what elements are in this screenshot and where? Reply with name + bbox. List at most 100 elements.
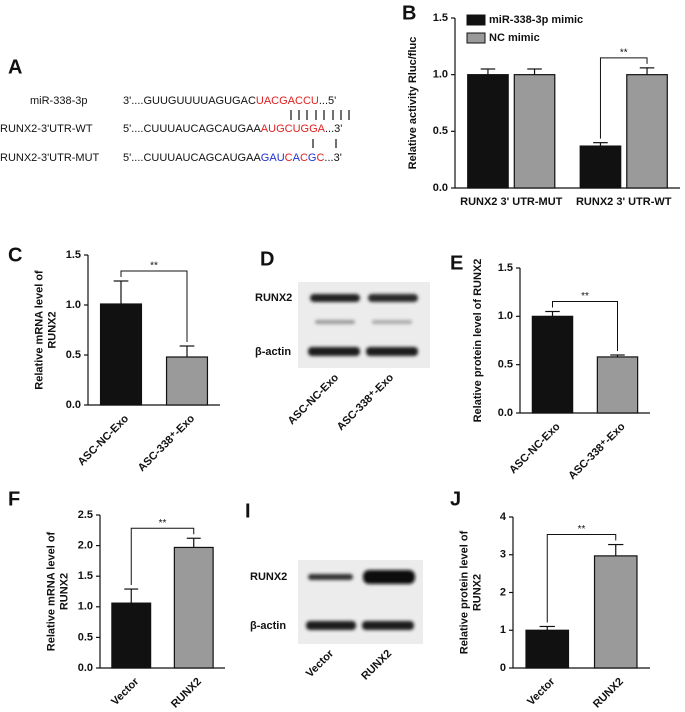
bar bbox=[593, 555, 638, 669]
x-tick-label: Vector bbox=[525, 675, 558, 708]
bar bbox=[99, 303, 143, 406]
blot-row-label: RUNX2 bbox=[255, 292, 292, 304]
blot-row-label: β-actin bbox=[250, 620, 286, 632]
y-axis-label: RUNX2 bbox=[58, 573, 70, 610]
sequence-segment: G bbox=[308, 152, 317, 164]
significance-bracket bbox=[546, 534, 617, 623]
y-axis-label: RUNX2 bbox=[46, 311, 58, 348]
x-tick-label: RUNX2 3' UTR-MUT bbox=[460, 196, 563, 208]
y-tick-label: 1.0 bbox=[433, 69, 448, 81]
blot-row-label: β-actin bbox=[255, 346, 291, 358]
x-tick-label: ASC-NC-Exo bbox=[507, 421, 563, 477]
sequence-segment: 5'....CUUUAUCAGCAUGAA bbox=[123, 123, 261, 135]
sequence-segment: UACGACCU bbox=[256, 95, 319, 107]
legend-swatch bbox=[466, 14, 486, 26]
bar bbox=[531, 315, 574, 414]
sequence-name: miR-338-3p bbox=[30, 95, 87, 107]
legend-label: NC mimic bbox=[489, 32, 540, 44]
blot-bands bbox=[306, 294, 418, 630]
panel-letter: D bbox=[260, 248, 274, 270]
y-tick-label: 1.0 bbox=[498, 310, 513, 322]
bar bbox=[111, 602, 152, 669]
y-tick-label: 1.5 bbox=[66, 249, 81, 261]
bar bbox=[525, 629, 570, 669]
bar bbox=[596, 356, 639, 414]
blot-lane-label: Vector bbox=[304, 647, 337, 680]
y-tick-label: 1.0 bbox=[66, 299, 81, 311]
bar bbox=[467, 74, 509, 189]
sequence-segment: C bbox=[316, 152, 324, 164]
y-tick-label: 0.0 bbox=[78, 662, 93, 674]
significance-label: ** bbox=[581, 291, 589, 302]
x-tick-label: Vector bbox=[109, 675, 142, 708]
y-tick-label: 0.0 bbox=[66, 399, 81, 411]
y-tick-label: 1.5 bbox=[78, 570, 93, 582]
y-tick-label: 0.0 bbox=[433, 182, 448, 194]
y-axis-label: Relative mRNA level of bbox=[45, 531, 57, 651]
pairing-lines bbox=[290, 110, 350, 148]
sequence: 5'....CUUUAUCAGCAUGAAAUGCUGGA...3' bbox=[123, 123, 342, 135]
sequence-segment: ...3' bbox=[324, 152, 341, 164]
y-tick-label: 0.0 bbox=[498, 407, 513, 419]
y-tick-label: 2 bbox=[500, 586, 506, 598]
blot-lane-label: ASC-NC-Exo bbox=[286, 372, 342, 428]
bar bbox=[626, 74, 668, 189]
sequence: 5'....CUUUAUCAGCAUGAAGAUCACGC...3' bbox=[123, 152, 342, 164]
y-tick-label: 2.5 bbox=[78, 509, 93, 521]
significance-label: ** bbox=[150, 261, 158, 272]
panel-letter: F bbox=[8, 488, 20, 510]
sequence-segment: 3'....GUUGUUUUAGUGAC bbox=[123, 95, 256, 107]
x-tick-label: ASC-338⁺-Exo bbox=[566, 420, 628, 482]
significance-bracket bbox=[552, 301, 618, 351]
x-tick-label: RUNX2 bbox=[591, 676, 626, 711]
significance-label: ** bbox=[620, 48, 628, 59]
bar bbox=[165, 356, 209, 406]
sequence-segment: AUGCUGGA bbox=[261, 123, 326, 135]
y-tick-label: 0.5 bbox=[66, 349, 81, 361]
sequence-segment: C bbox=[300, 152, 308, 164]
sequence-segment: A bbox=[293, 152, 301, 164]
bar bbox=[579, 145, 622, 189]
y-tick-label: 1.5 bbox=[498, 262, 513, 274]
y-tick-label: 0 bbox=[500, 662, 506, 674]
x-tick-label: RUNX2 3' UTR-WT bbox=[576, 196, 672, 208]
panel-letter: B bbox=[402, 2, 416, 24]
sequence-name: RUNX2-3'UTR-WT bbox=[0, 123, 93, 135]
y-tick-label: 2.0 bbox=[78, 540, 93, 552]
significance-bracket bbox=[120, 270, 188, 342]
x-tick-label: ASC-NC-Exo bbox=[76, 413, 132, 469]
bar bbox=[173, 546, 214, 669]
y-tick-label: 1.0 bbox=[78, 601, 93, 613]
legend-swatch bbox=[466, 32, 486, 44]
y-tick-label: 4 bbox=[500, 511, 507, 523]
panel-letter: I bbox=[245, 500, 251, 522]
y-tick-label: 3 bbox=[500, 549, 506, 561]
y-axis-label: Relative mRNA level of bbox=[33, 270, 45, 390]
y-axis-label: Relative protein level of bbox=[458, 530, 470, 654]
panel-letter: J bbox=[450, 488, 461, 510]
sequence: 3'....GUUGUUUUAGUGACUACGACCU...5' bbox=[123, 95, 336, 107]
sequence-segment: GAU bbox=[261, 152, 285, 164]
y-tick-label: 0.5 bbox=[78, 631, 93, 643]
panel-letter: C bbox=[8, 244, 22, 266]
bar bbox=[513, 74, 556, 189]
y-tick-label: 1 bbox=[500, 624, 506, 636]
significance-label: ** bbox=[578, 524, 586, 535]
blot-row-label: RUNX2 bbox=[250, 571, 287, 583]
significance-bracket bbox=[130, 527, 195, 586]
legend-label: miR-338-3p mimic bbox=[489, 14, 583, 26]
blot-lane-label: RUNX2 bbox=[359, 648, 394, 683]
sequence-segment: C bbox=[285, 152, 293, 164]
y-axis-label: RUNX2 bbox=[471, 574, 483, 611]
x-tick-label: RUNX2 bbox=[169, 676, 204, 711]
y-axis-label: Relative protein level of RUNX2 bbox=[472, 259, 484, 423]
y-tick-label: 0.5 bbox=[433, 125, 448, 137]
significance-bracket bbox=[599, 57, 648, 139]
sequence-segment: 5'....CUUUAUCAGCAUGAA bbox=[123, 152, 261, 164]
x-tick-label: ASC-338⁺-Exo bbox=[136, 412, 198, 474]
significance-label: ** bbox=[159, 518, 167, 529]
sequence-name: RUNX2-3'UTR-MUT bbox=[0, 152, 100, 164]
sequence-segment: ...5' bbox=[319, 95, 336, 107]
blot-lane-label: ASC-338⁺-Exo bbox=[335, 371, 397, 433]
